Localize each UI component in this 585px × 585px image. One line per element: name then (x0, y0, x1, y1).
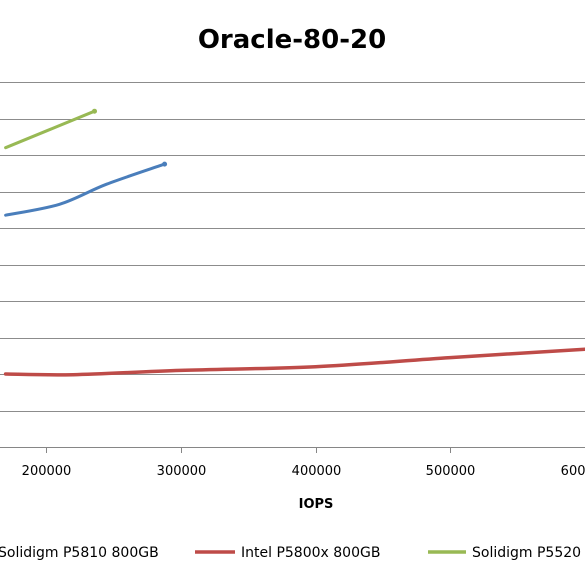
legend-label: Intel P5800x 800GB (241, 545, 380, 561)
gridlines (0, 82, 585, 448)
x-tick-label: 200000 (22, 464, 72, 479)
series-line (3, 347, 585, 377)
x-ticks: 200000 300000 400000 500000 600000 (22, 447, 585, 479)
x-tick-label: 300000 (157, 464, 207, 479)
series-line (4, 109, 96, 150)
x-tick-label: 600000 (561, 464, 585, 479)
legend-label: Solidigm P5810 800GB (0, 545, 159, 561)
chart-title: Oracle-80-20 (198, 25, 386, 55)
series-line (4, 162, 167, 217)
x-tick-label: 500000 (426, 464, 476, 479)
legend: Solidigm P5810 800GB Intel P5800x 800GB So… (0, 545, 581, 561)
x-tick-label: 400000 (292, 464, 342, 479)
series-lines (3, 108, 585, 377)
legend-label: Solidigm P5520 (472, 545, 581, 561)
series-end-point (92, 108, 98, 114)
series-end-point (162, 161, 168, 167)
x-axis-label: IOPS (299, 497, 334, 512)
